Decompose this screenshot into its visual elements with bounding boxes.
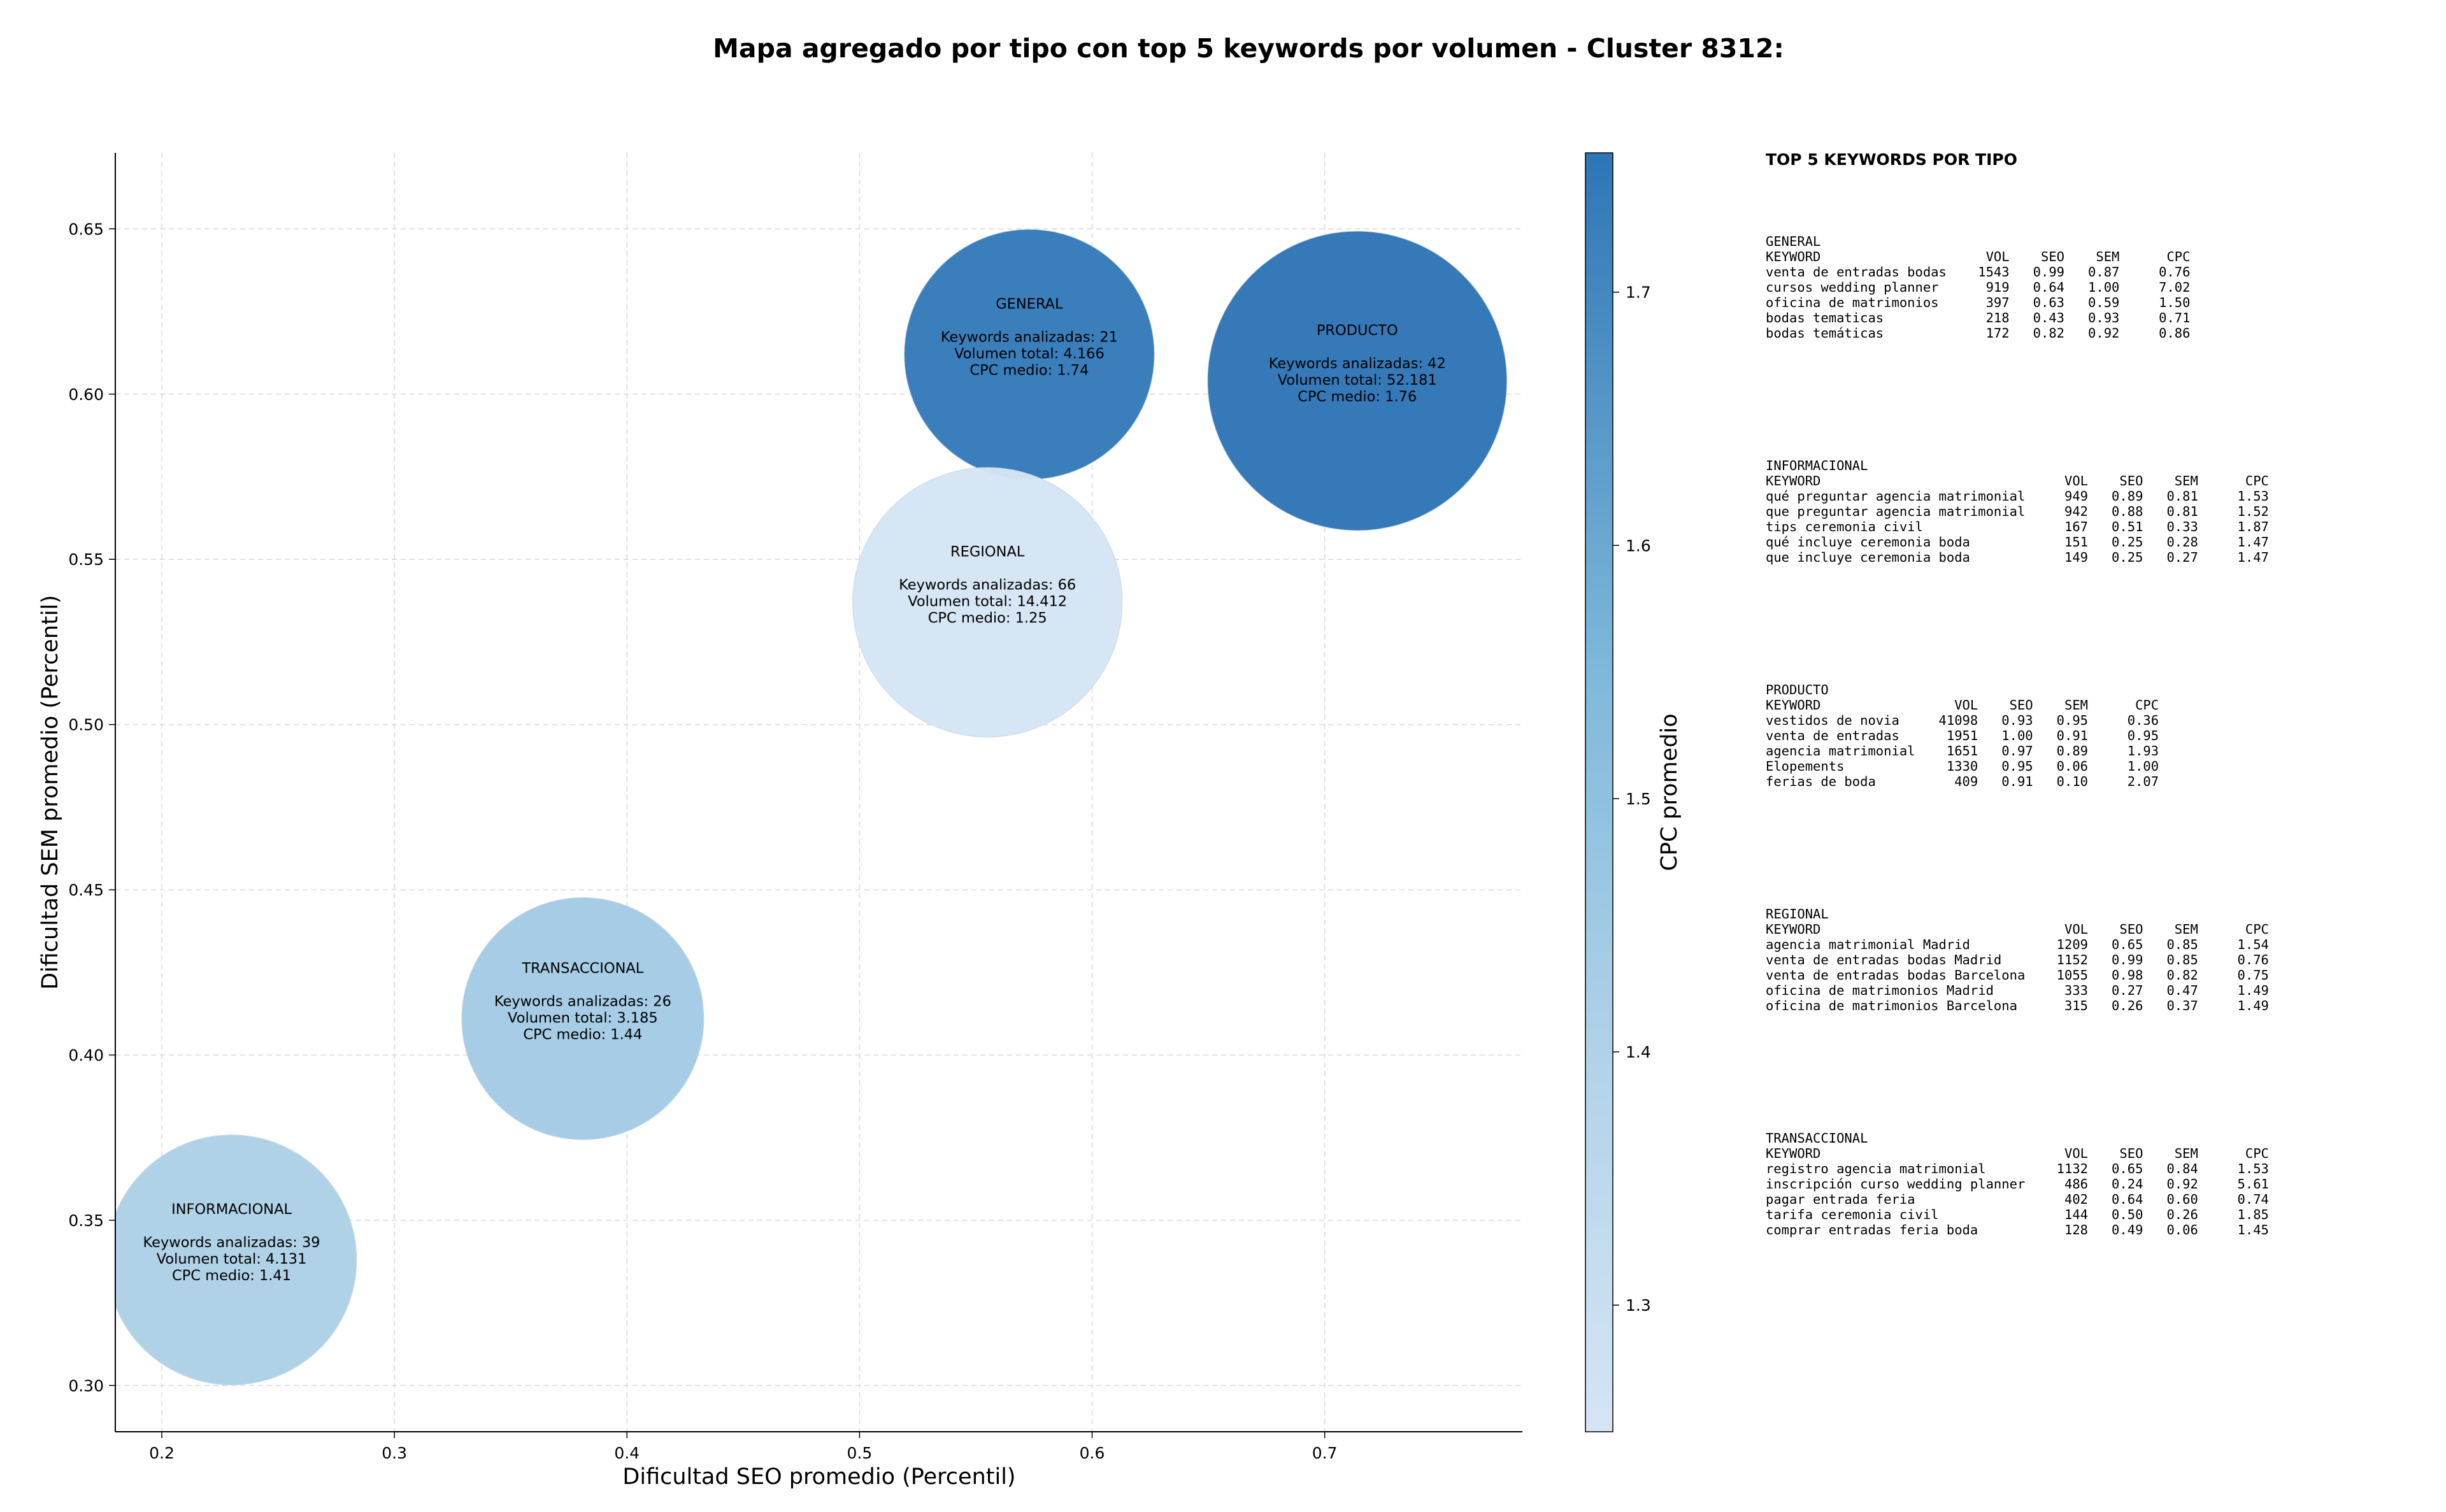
table-heading: REGIONAL bbox=[1766, 906, 1829, 922]
table-row: agencia matrimonial 1651 0.97 0.89 1.93 bbox=[1766, 743, 2159, 759]
y-tick-label: 0.40 bbox=[68, 1046, 104, 1064]
bubble-label-general: GENERAL bbox=[996, 296, 1063, 313]
x-tick-label: 0.3 bbox=[382, 1444, 407, 1462]
table-row: pagar entrada feria 402 0.64 0.60 0.74 bbox=[1766, 1192, 2269, 1207]
table-row: venta de entradas bodas Barcelona 1055 0… bbox=[1766, 967, 2269, 983]
colorbar: 1.3 1.4 1.5 1.6 1.7 bbox=[1585, 152, 1651, 1432]
keywords-table-informacional: INFORMACIONAL KEYWORD VOL SEO SEM CPC qué … bbox=[1766, 458, 2269, 565]
y-tick-label: 0.50 bbox=[68, 716, 104, 734]
bubble-label-informacional: Volumen total: 4.131 bbox=[157, 1251, 307, 1267]
table-header-row: KEYWORD VOL SEO SEM CPC bbox=[1766, 697, 2159, 713]
colorbar-label: CPC promedio bbox=[1657, 713, 1682, 871]
bubble-label-producto: Volumen total: 52.181 bbox=[1278, 372, 1437, 389]
bubble-label-transaccional: Keywords analizadas: 26 bbox=[494, 993, 671, 1009]
table-heading: PRODUCTO bbox=[1766, 682, 1829, 697]
table-row: que incluye ceremonia boda 149 0.25 0.27… bbox=[1766, 550, 2269, 565]
table-row: oficina de matrimonios Barcelona 315 0.2… bbox=[1766, 998, 2269, 1013]
axes bbox=[115, 153, 1522, 1432]
chart-title: Mapa agregado por tipo con top 5 keyword… bbox=[713, 33, 1784, 64]
y-tick-label: 0.60 bbox=[68, 385, 104, 404]
y-tick-label: 0.45 bbox=[68, 881, 104, 899]
table-row: que preguntar agencia matrimonial 942 0.… bbox=[1766, 504, 2269, 519]
colorbar-tick-label: 1.4 bbox=[1626, 1043, 1651, 1062]
table-heading: TRANSACCIONAL bbox=[1766, 1130, 1868, 1146]
keywords-table-regional: REGIONAL KEYWORD VOL SEO SEM CPC agencia m… bbox=[1766, 906, 2269, 1013]
y-tick-label: 0.35 bbox=[68, 1211, 104, 1230]
table-row: qué preguntar agencia matrimonial 949 0.… bbox=[1766, 489, 2269, 504]
table-row: comprar entradas feria boda 128 0.49 0.0… bbox=[1766, 1222, 2269, 1237]
keywords-table-producto: PRODUCTO KEYWORD VOL SEO SEM CPC vestidos … bbox=[1766, 682, 2159, 789]
x-tick-label: 0.7 bbox=[1312, 1444, 1338, 1462]
bubble-informacional bbox=[115, 1134, 357, 1385]
table-header-row: KEYWORD VOL SEO SEM CPC bbox=[1766, 922, 2269, 937]
bubble-label-transaccional: CPC medio: 1.44 bbox=[523, 1026, 642, 1043]
bubble-producto bbox=[1207, 231, 1508, 531]
bubble-label-transaccional: TRANSACCIONAL bbox=[521, 960, 643, 976]
table-header-row: KEYWORD VOL SEO SEM CPC bbox=[1766, 249, 2191, 264]
table-row: Elopements 1330 0.95 0.06 1.00 bbox=[1766, 759, 2159, 774]
y-axis-label: Dificultad SEM promedio (Percentil) bbox=[38, 595, 63, 990]
bubble-label-regional: Keywords analizadas: 66 bbox=[899, 577, 1076, 594]
table-row: agencia matrimonial Madrid 1209 0.65 0.8… bbox=[1766, 937, 2269, 952]
x-tick-label: 0.5 bbox=[847, 1444, 873, 1462]
bubble-label-producto: Keywords analizadas: 42 bbox=[1269, 355, 1446, 372]
bubble-label-general: CPC medio: 1.74 bbox=[969, 362, 1089, 379]
y-tick-label: 0.30 bbox=[68, 1376, 104, 1395]
bubble-label-general: Volumen total: 4.166 bbox=[954, 346, 1105, 362]
table-row: inscripción curso wedding planner 486 0.… bbox=[1766, 1176, 2269, 1192]
bubble-label-regional: CPC medio: 1.25 bbox=[928, 610, 1047, 627]
y-tick-label: 0.65 bbox=[68, 220, 104, 238]
table-row: vestidos de novia 41098 0.93 0.95 0.36 bbox=[1766, 713, 2159, 728]
table-header-row: KEYWORD VOL SEO SEM CPC bbox=[1766, 1146, 2269, 1161]
table-heading: GENERAL bbox=[1766, 234, 1821, 249]
bubble-transaccional bbox=[461, 897, 704, 1140]
table-heading: INFORMACIONAL bbox=[1766, 458, 1868, 473]
table-row: ferias de boda 409 0.91 0.10 2.07 bbox=[1766, 774, 2159, 789]
table-row: venta de entradas bodas Madrid 1152 0.99… bbox=[1766, 952, 2269, 967]
bubble-regional bbox=[852, 467, 1123, 738]
y-tick-label: 0.55 bbox=[68, 550, 104, 569]
colorbar-gradient bbox=[1585, 152, 1613, 1432]
bubble-label-informacional: Keywords analizadas: 39 bbox=[143, 1234, 320, 1251]
table-header-row: KEYWORD VOL SEO SEM CPC bbox=[1766, 473, 2269, 489]
table-row: tips ceremonia civil 167 0.51 0.33 1.87 bbox=[1766, 519, 2269, 534]
table-row: oficina de matrimonios 397 0.63 0.59 1.5… bbox=[1766, 295, 2191, 310]
colorbar-tick-label: 1.3 bbox=[1626, 1296, 1651, 1315]
colorbar-tick-label: 1.6 bbox=[1626, 536, 1651, 555]
table-row: qué incluye ceremonia boda 151 0.25 0.28… bbox=[1766, 534, 2269, 550]
table-row: tarifa ceremonia civil 144 0.50 0.26 1.8… bbox=[1766, 1207, 2269, 1222]
table-row: venta de entradas bodas 1543 0.99 0.87 0… bbox=[1766, 264, 2191, 280]
table-row: venta de entradas 1951 1.00 0.91 0.95 bbox=[1766, 728, 2159, 743]
bubble-label-producto: CPC medio: 1.76 bbox=[1298, 389, 1417, 405]
tables-title: TOP 5 KEYWORDS POR TIPO bbox=[1766, 150, 2017, 169]
bubble-label-producto: PRODUCTO bbox=[1317, 322, 1398, 339]
table-row: cursos wedding planner 919 0.64 1.00 7.0… bbox=[1766, 280, 2191, 295]
ticks: 0.2 0.3 0.4 0.5 0.6 0.7 0.30 0.35 0.40 0.45 0.50 0.… bbox=[68, 220, 1337, 1462]
bubble-label-informacional: INFORMACIONAL bbox=[171, 1201, 292, 1218]
table-row: bodas tematicas 218 0.43 0.93 0.71 bbox=[1766, 310, 2191, 325]
bubble-label-regional: Volumen total: 14.412 bbox=[908, 594, 1067, 610]
x-axis-label: Dificultad SEO promedio (Percentil) bbox=[622, 1464, 1015, 1490]
bubble-label-transaccional: Volumen total: 3.185 bbox=[508, 1009, 658, 1026]
colorbar-tick-label: 1.7 bbox=[1626, 283, 1651, 302]
table-row: bodas temáticas 172 0.82 0.92 0.86 bbox=[1766, 325, 2191, 341]
table-row: oficina de matrimonios Madrid 333 0.27 0… bbox=[1766, 983, 2269, 998]
keywords-tables-panel: TOP 5 KEYWORDS POR TIPO GENERAL KEYWORD V… bbox=[1766, 150, 2428, 1237]
colorbar-tick-label: 1.5 bbox=[1626, 790, 1651, 808]
keywords-table-general: GENERAL KEYWORD VOL SEO SEM CPC venta de e… bbox=[1766, 234, 2190, 341]
bubble-label-informacional: CPC medio: 1.41 bbox=[172, 1267, 291, 1284]
bubble-label-regional: REGIONAL bbox=[950, 544, 1025, 560]
bubble-label-general: Keywords analizadas: 21 bbox=[941, 329, 1118, 346]
x-tick-label: 0.4 bbox=[614, 1444, 640, 1462]
x-tick-label: 0.6 bbox=[1080, 1444, 1105, 1462]
x-tick-label: 0.2 bbox=[149, 1444, 175, 1462]
keywords-table-transaccional: TRANSACCIONAL KEYWORD VOL SEO SEM CPC regi… bbox=[1766, 1130, 2269, 1237]
table-row: registro agencia matrimonial 1132 0.65 0… bbox=[1766, 1161, 2269, 1176]
